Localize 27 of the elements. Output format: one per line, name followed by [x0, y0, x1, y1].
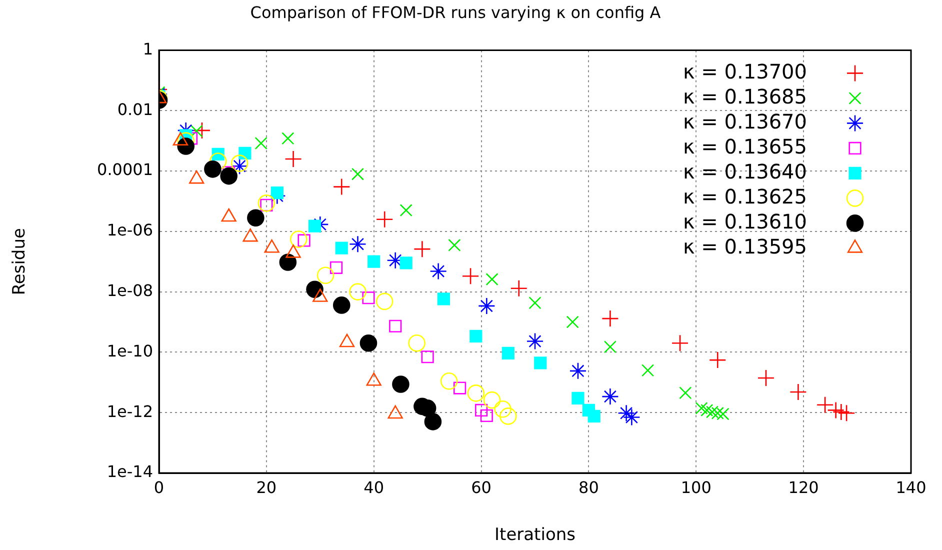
x-tick-label: 20 — [256, 478, 277, 497]
x-tick-label: 40 — [364, 478, 384, 497]
x-tick-label: 140 — [896, 478, 926, 497]
legend-label: κ = 0.13685 — [683, 84, 807, 108]
y-tick-label: 0.0001 — [97, 160, 153, 180]
legend-label: κ = 0.13670 — [683, 109, 807, 134]
y-axis-title: Residue — [10, 228, 30, 296]
x-tick-label: 80 — [578, 478, 599, 497]
chart-title: Comparison of FFOM-DR runs varying κ on config A — [250, 2, 661, 22]
legend-label: κ = 0.13655 — [683, 134, 807, 158]
y-tick-label: 1e-08 — [106, 280, 153, 300]
x-tick-label: 100 — [680, 478, 712, 497]
x-tick-label: 120 — [788, 478, 819, 497]
legend-label: κ = 0.13700 — [683, 59, 807, 84]
legend-label: κ = 0.13625 — [683, 184, 807, 208]
y-tick-label: 0.01 — [117, 100, 153, 119]
x-tick-label: 0 — [154, 478, 164, 497]
legend-label: κ = 0.13640 — [683, 159, 807, 184]
y-tick-label: 1e-06 — [106, 220, 153, 240]
y-tick-label: 1 — [142, 39, 153, 58]
y-tick-label: 1e-14 — [106, 462, 153, 482]
y-tick-label: 1e-10 — [106, 341, 153, 360]
legend-label: κ = 0.13595 — [683, 234, 807, 258]
x-axis-title: Iterations — [494, 525, 576, 546]
legend-label: κ = 0.13610 — [683, 209, 807, 234]
y-tick-label: 1e-12 — [106, 402, 153, 421]
x-tick-label: 60 — [471, 478, 492, 497]
